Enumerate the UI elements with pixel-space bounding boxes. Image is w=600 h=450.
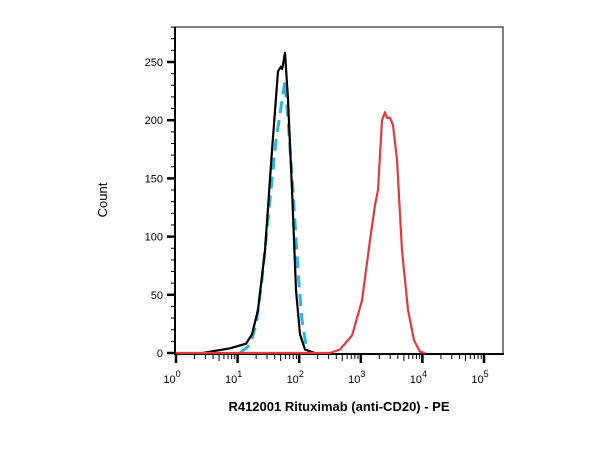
y-tick-label: 0 — [157, 348, 163, 360]
x-tick-label: 101 — [225, 369, 242, 386]
x-axis-title: R412001 Rituximab (anti-CD20) - PE — [228, 399, 449, 414]
series-line-0 — [238, 79, 312, 355]
x-tick-label: 100 — [163, 369, 180, 386]
y-tick-label: 250 — [145, 57, 163, 69]
x-tick-label: 103 — [348, 369, 365, 386]
series-line-1 — [202, 51, 316, 355]
y-axis: 0 50 100 150 200 250 — [145, 26, 176, 360]
x-tick-label: 105 — [471, 369, 488, 386]
y-tick-label: 150 — [145, 173, 163, 185]
x-tick-label: 102 — [287, 369, 304, 386]
y-tick-label: 50 — [151, 290, 163, 302]
y-axis-title: Count — [95, 182, 110, 217]
series-group — [176, 51, 426, 355]
x-tick-label: 104 — [410, 369, 427, 386]
y-tick-label: 100 — [145, 232, 163, 244]
x-axis: 100 101 102 103 104 105 — [163, 353, 504, 386]
y-tick-label: 200 — [145, 115, 163, 127]
series-line-2 — [176, 110, 426, 355]
plot-frame — [174, 26, 504, 355]
